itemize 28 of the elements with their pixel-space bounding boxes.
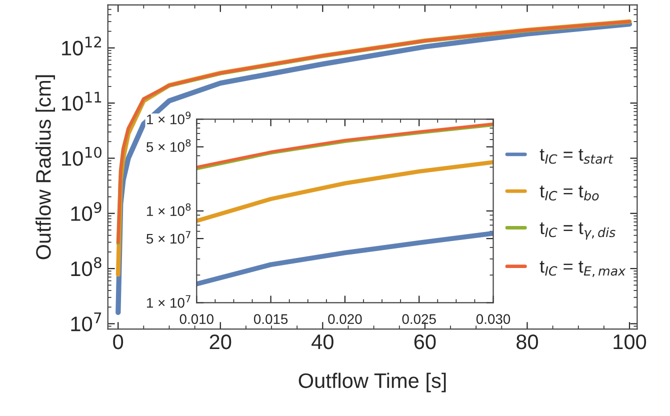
- y-tick-label: 10$^{9}$: [71, 202, 102, 221]
- x-tick-label: 0.020: [328, 314, 362, 324]
- x-tick-label: 0.010: [180, 314, 214, 324]
- y-tick-label: 10$^{12}$: [62, 36, 101, 56]
- x-tick-label: 20: [210, 334, 232, 350]
- x-tick-label: 0.025: [402, 314, 436, 324]
- y-tick-label: 10$^{10}$: [62, 146, 102, 166]
- x-tick-label: 0.015: [254, 314, 288, 324]
- y-tick-label: 1 × 10$^{9}$: [147, 112, 191, 124]
- x-axis-title: Outflow Time [s]: [298, 372, 446, 392]
- x-tick-label: 40: [312, 334, 334, 350]
- x-tick-label: 80: [516, 334, 538, 350]
- x-tick-label: 0.030: [476, 314, 510, 324]
- y-tick-label: 10$^{11}$: [62, 92, 102, 111]
- legend-label: t$_{IC}$ = t$_{E,max}$: [540, 260, 626, 278]
- y-axis-title: Outflow Radius [cm]: [36, 75, 55, 260]
- x-tick-label: 0: [113, 334, 124, 350]
- x-tick-label: 100: [614, 334, 646, 350]
- y-tick-label: 1 × 10$^{8}$: [147, 203, 191, 216]
- legend-label: t$_{IC}$ = t$_{start}$: [540, 148, 614, 164]
- x-tick-label: 60: [414, 334, 436, 350]
- y-tick-label: 10$^{8}$: [71, 257, 102, 276]
- y-tick-label: 5 × 10$^{7}$: [146, 231, 190, 244]
- y-tick-label: 1 × 10$^{7}$: [147, 295, 190, 308]
- legend-label: t$_{IC}$ = t$_{bo}$: [540, 186, 599, 200]
- y-tick-label: 5 × 10$^{8}$: [146, 139, 191, 152]
- y-tick-label: 10$^{7}$: [71, 312, 102, 332]
- legend-label: t$_{IC}$ = t$_{γ,dis}$: [540, 222, 616, 240]
